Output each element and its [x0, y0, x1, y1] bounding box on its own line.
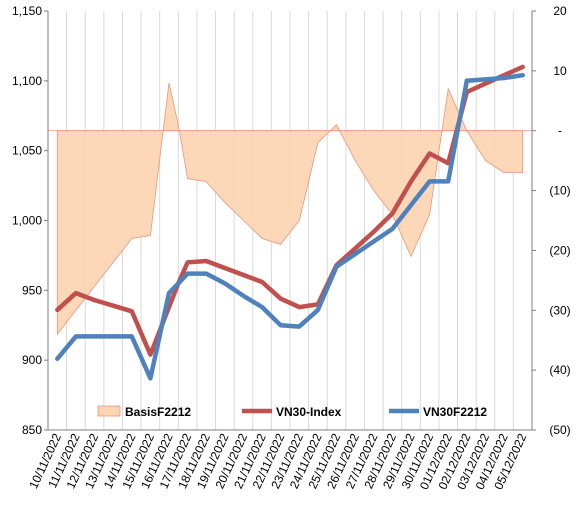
y-left-tick-label: 1,050 — [12, 144, 42, 158]
y-left-tick-label: 1,100 — [12, 74, 42, 88]
y-right-tick-label: (10) — [549, 184, 570, 198]
y-right-tick-label: (30) — [549, 303, 570, 317]
series-line-vn30f2212 — [55, 72, 525, 381]
y-left-tick-label: 900 — [22, 353, 42, 367]
series-line-vn30-index — [55, 64, 525, 357]
y-left-tick-label: 1,150 — [12, 4, 42, 18]
legend-label: BasisF2212 — [125, 405, 191, 419]
y-right-tick-label: (20) — [549, 243, 570, 257]
legend-swatch — [97, 405, 121, 417]
y-right-tick-label: 10 — [553, 64, 567, 78]
legend: BasisF2212 VN30-Index VN30F2212 — [97, 405, 487, 419]
y-right-tick-label: (50) — [549, 423, 570, 437]
y-left-tick-label: 850 — [22, 423, 42, 437]
legend-label: VN30-Index — [276, 405, 342, 419]
y-right-tick-label: - — [558, 124, 562, 138]
y-right-tick-label: (40) — [549, 363, 570, 377]
y-left-tick-label: 950 — [22, 283, 42, 297]
y-right-tick-label: 20 — [553, 4, 567, 18]
legend-label: VN30F2212 — [423, 405, 487, 419]
y-left-tick-label: 1,000 — [12, 214, 42, 228]
series-area-basis — [56, 82, 524, 336]
